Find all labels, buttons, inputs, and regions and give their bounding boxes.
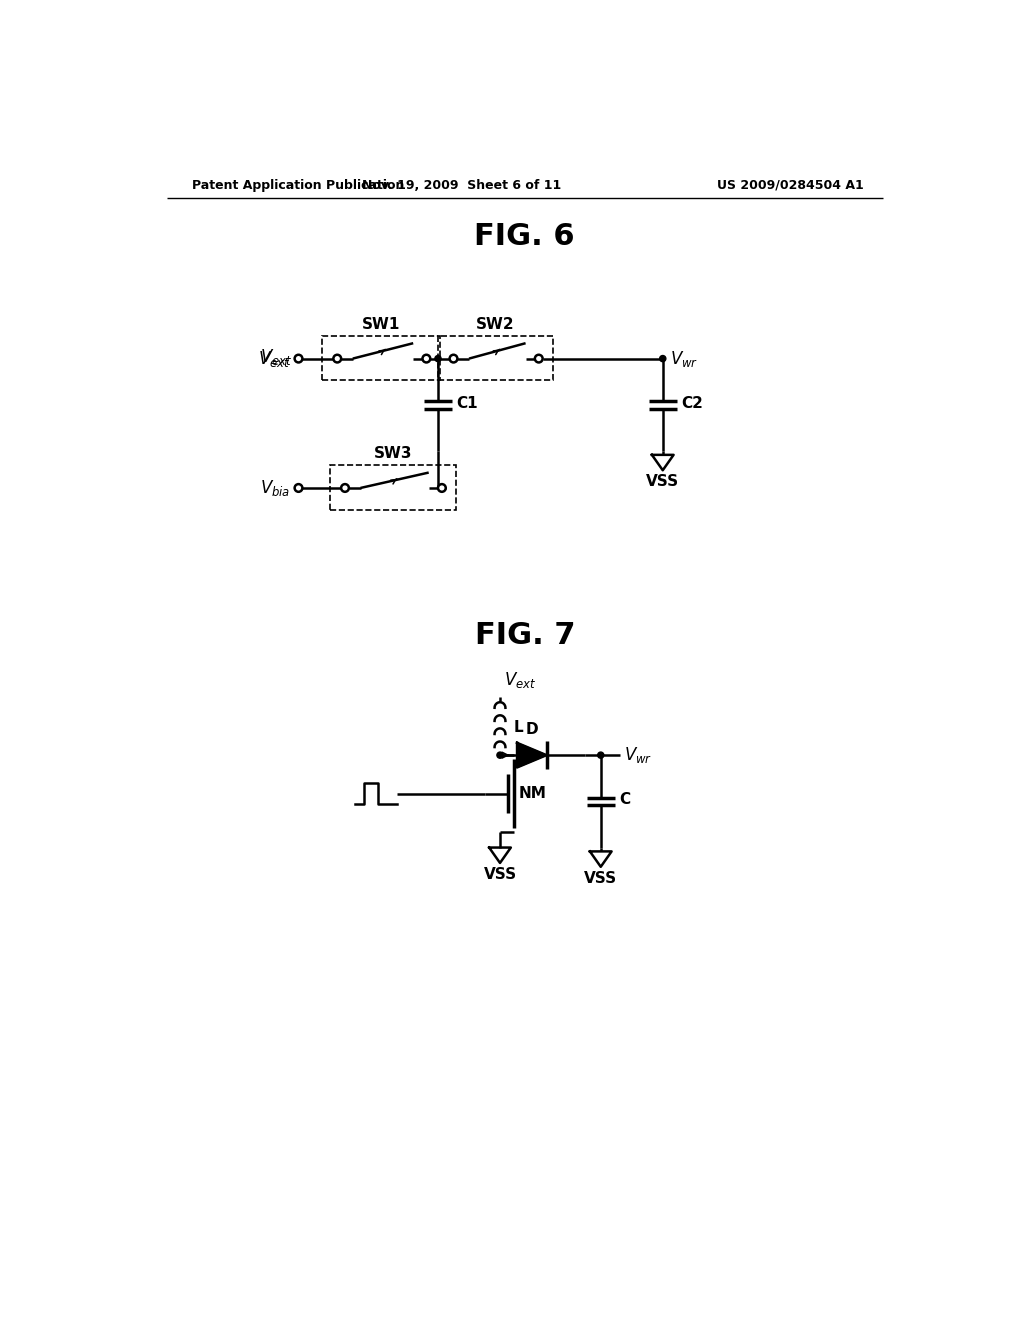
- Circle shape: [334, 355, 341, 363]
- Text: FIG. 7: FIG. 7: [474, 622, 575, 651]
- Circle shape: [435, 355, 441, 362]
- Text: VSS: VSS: [483, 867, 516, 882]
- Text: Patent Application Publication: Patent Application Publication: [193, 178, 404, 191]
- Text: $\mathit{V}_{ext}$: $\mathit{V}_{ext}$: [258, 348, 291, 368]
- Circle shape: [659, 355, 666, 362]
- Polygon shape: [517, 743, 547, 767]
- Circle shape: [535, 355, 543, 363]
- Text: VSS: VSS: [646, 474, 679, 490]
- Polygon shape: [652, 455, 674, 470]
- Circle shape: [438, 484, 445, 492]
- Text: C: C: [620, 792, 631, 808]
- Circle shape: [497, 752, 503, 758]
- Text: Nov. 19, 2009  Sheet 6 of 11: Nov. 19, 2009 Sheet 6 of 11: [361, 178, 561, 191]
- Circle shape: [450, 355, 458, 363]
- Text: FIG. 6: FIG. 6: [474, 223, 575, 251]
- Bar: [322, 335, 440, 380]
- Bar: [438, 335, 553, 380]
- Text: SW1: SW1: [361, 317, 400, 331]
- Polygon shape: [489, 847, 511, 863]
- Text: $\mathit{V}_{ext}$: $\mathit{V}_{ext}$: [504, 669, 537, 689]
- Text: VSS: VSS: [584, 871, 617, 886]
- Text: D: D: [525, 722, 538, 737]
- Text: L: L: [514, 719, 523, 735]
- Text: $V_{ext}$: $V_{ext}$: [260, 347, 292, 367]
- Text: SW2: SW2: [476, 317, 515, 331]
- Text: C1: C1: [457, 396, 478, 411]
- Circle shape: [423, 355, 430, 363]
- Text: SW3: SW3: [374, 446, 412, 461]
- Circle shape: [295, 355, 302, 363]
- Circle shape: [341, 484, 349, 492]
- Text: $\mathit{V}_{wr}$: $\mathit{V}_{wr}$: [671, 348, 698, 368]
- Text: $\mathit{V}_{wr}$: $\mathit{V}_{wr}$: [624, 746, 652, 766]
- Text: NM: NM: [518, 787, 547, 801]
- Bar: [330, 465, 456, 510]
- Circle shape: [295, 484, 302, 492]
- Circle shape: [598, 752, 604, 758]
- Polygon shape: [590, 851, 611, 867]
- Text: $\mathit{V}_{bia}$: $\mathit{V}_{bia}$: [260, 478, 291, 498]
- Text: C2: C2: [681, 396, 703, 411]
- Text: US 2009/0284504 A1: US 2009/0284504 A1: [717, 178, 864, 191]
